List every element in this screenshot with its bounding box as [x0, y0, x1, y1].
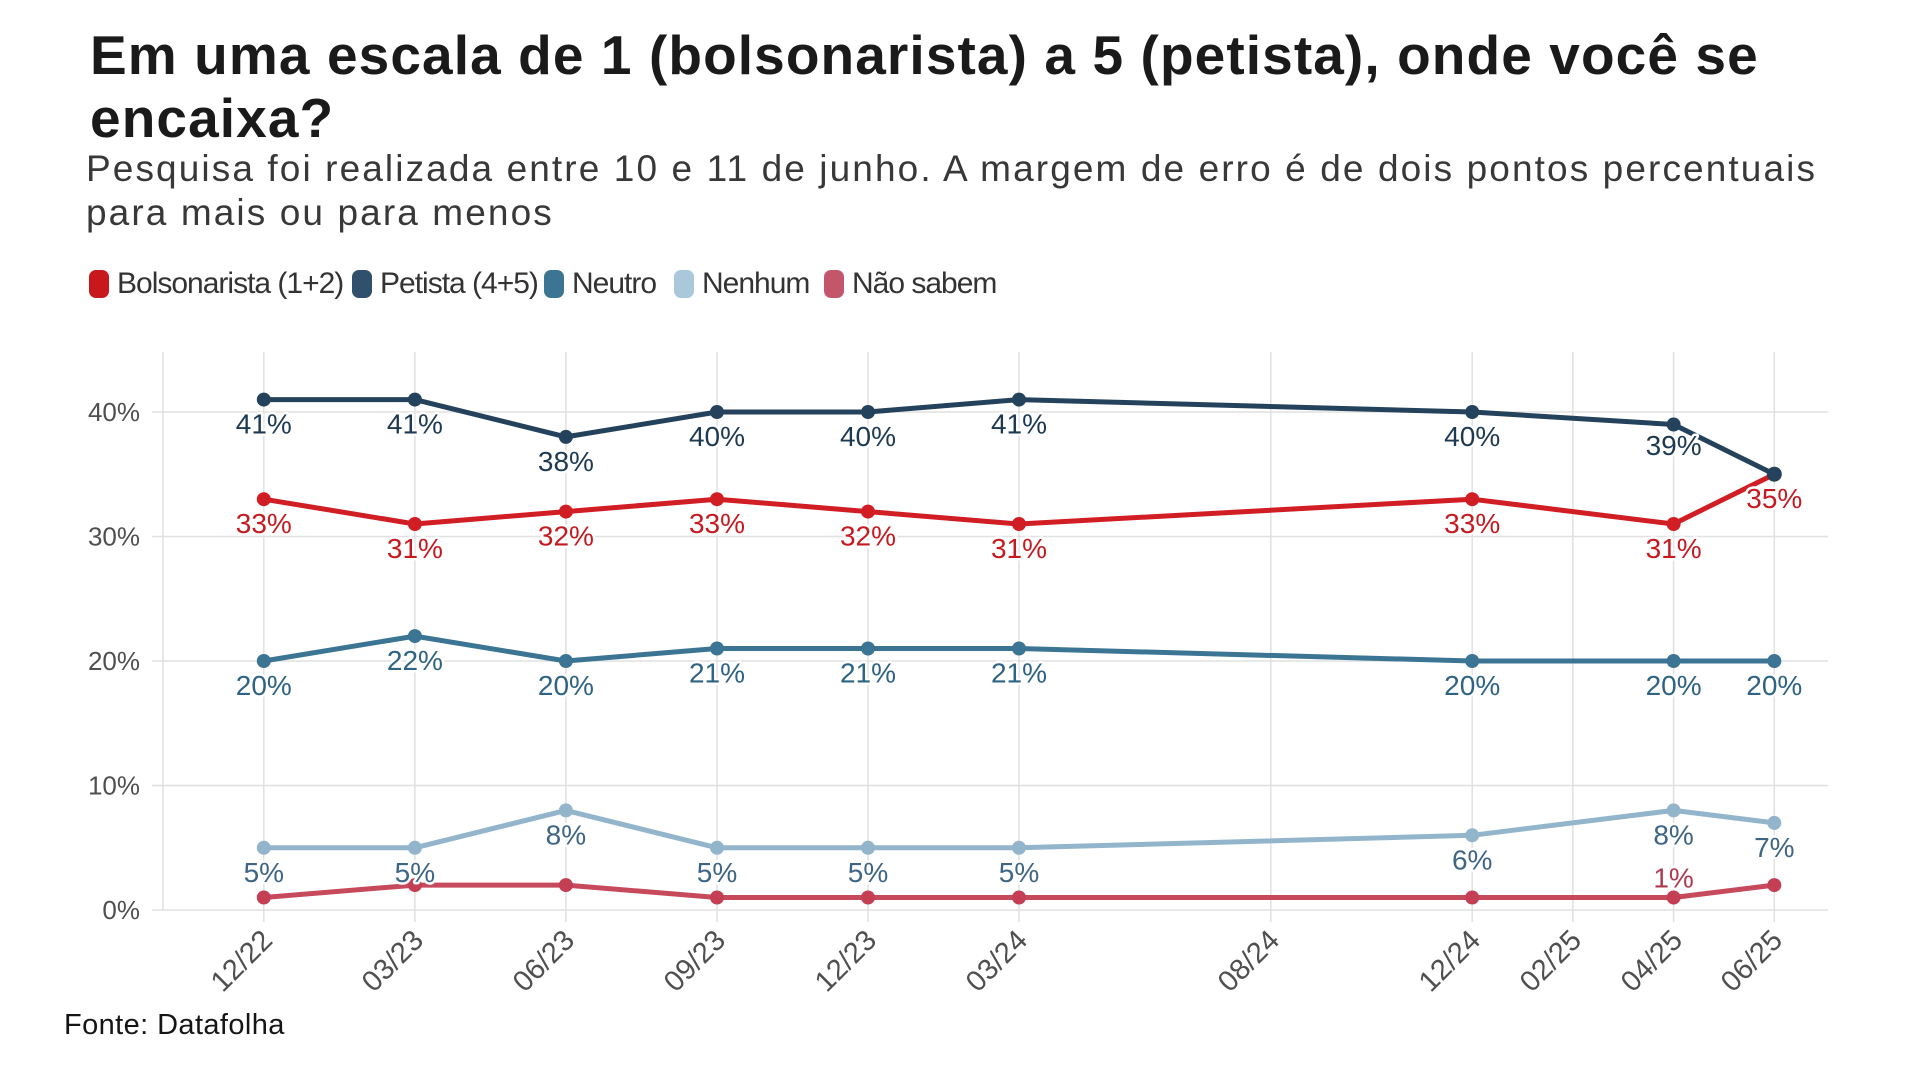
svg-text:33%: 33%	[689, 508, 745, 539]
svg-text:03/24: 03/24	[960, 924, 1034, 998]
svg-text:40%: 40%	[88, 397, 140, 427]
svg-text:04/25: 04/25	[1615, 924, 1689, 998]
svg-text:40%: 40%	[840, 421, 896, 452]
svg-text:5%: 5%	[999, 857, 1039, 888]
svg-text:32%: 32%	[840, 521, 896, 552]
svg-text:30%: 30%	[88, 522, 140, 552]
svg-text:39%: 39%	[1646, 430, 1702, 461]
svg-text:41%: 41%	[991, 409, 1047, 440]
svg-text:22%: 22%	[387, 645, 443, 676]
svg-text:5%: 5%	[697, 857, 737, 888]
svg-text:5%: 5%	[244, 857, 284, 888]
svg-text:06/25: 06/25	[1715, 924, 1789, 998]
svg-text:20%: 20%	[1746, 670, 1802, 701]
svg-text:33%: 33%	[1444, 508, 1500, 539]
svg-text:20%: 20%	[88, 646, 140, 676]
svg-text:09/23: 09/23	[658, 924, 732, 998]
svg-text:32%: 32%	[538, 521, 594, 552]
svg-text:1%: 1%	[1653, 862, 1693, 893]
svg-text:12/23: 12/23	[809, 924, 883, 998]
svg-text:6%: 6%	[1452, 844, 1492, 875]
svg-text:06/23: 06/23	[507, 924, 581, 998]
svg-text:5%: 5%	[848, 857, 888, 888]
svg-text:8%: 8%	[546, 819, 586, 850]
svg-text:41%: 41%	[387, 409, 443, 440]
svg-text:20%: 20%	[236, 670, 292, 701]
svg-text:12/22: 12/22	[205, 924, 279, 998]
svg-text:38%: 38%	[538, 446, 594, 477]
svg-text:21%: 21%	[991, 658, 1047, 689]
svg-text:31%: 31%	[1646, 533, 1702, 564]
svg-text:8%: 8%	[1653, 819, 1693, 850]
svg-text:31%: 31%	[991, 533, 1047, 564]
svg-text:20%: 20%	[538, 670, 594, 701]
svg-text:0%: 0%	[102, 895, 140, 925]
svg-text:20%: 20%	[1646, 670, 1702, 701]
svg-text:41%: 41%	[236, 409, 292, 440]
svg-text:21%: 21%	[840, 658, 896, 689]
svg-text:40%: 40%	[1444, 421, 1500, 452]
svg-text:35%: 35%	[1746, 483, 1802, 514]
svg-text:7%: 7%	[1754, 832, 1794, 863]
svg-text:10%: 10%	[88, 771, 140, 801]
svg-text:12/24: 12/24	[1413, 924, 1487, 998]
svg-text:02/25: 02/25	[1514, 924, 1588, 998]
svg-text:21%: 21%	[689, 658, 745, 689]
svg-text:31%: 31%	[387, 533, 443, 564]
svg-text:03/23: 03/23	[356, 924, 430, 998]
svg-text:33%: 33%	[236, 508, 292, 539]
svg-text:5%: 5%	[395, 857, 435, 888]
svg-text:08/24: 08/24	[1212, 924, 1286, 998]
svg-text:20%: 20%	[1444, 670, 1500, 701]
svg-text:40%: 40%	[689, 421, 745, 452]
